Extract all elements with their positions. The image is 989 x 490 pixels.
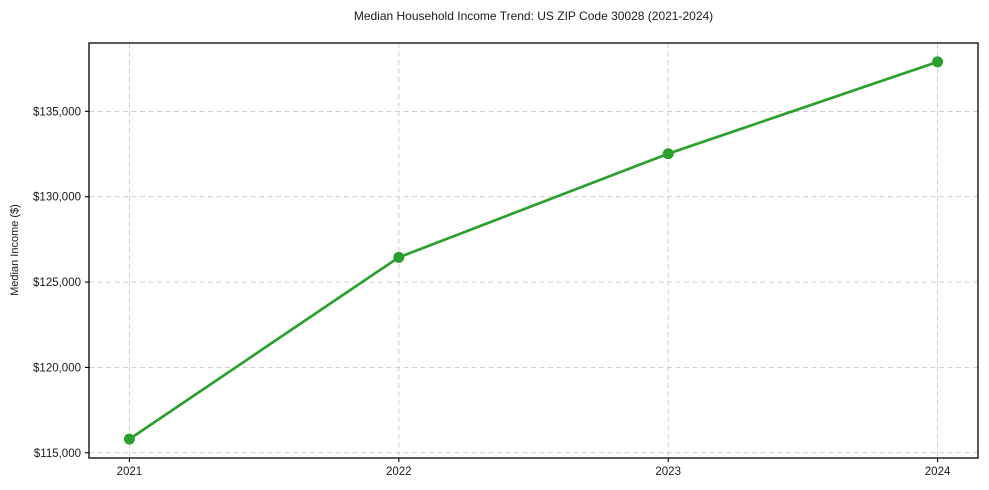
- x-tick-label: 2021: [117, 466, 143, 478]
- y-tick-label: $125,000: [33, 277, 81, 289]
- x-tick-label: 2023: [655, 466, 681, 478]
- y-tick-label: $130,000: [33, 192, 81, 204]
- trend-line: [128, 60, 939, 441]
- data-point-2023: [662, 148, 674, 160]
- data-point-2021: [123, 433, 135, 445]
- data-point-2022: [393, 251, 405, 263]
- y-tick-label: $115,000: [34, 448, 81, 460]
- axes-spines: [88, 42, 979, 459]
- data-point-2024: [932, 56, 944, 68]
- chart-title: Median Household Income Trend: US ZIP Co…: [353, 9, 714, 23]
- x-tick-label: 2024: [925, 466, 951, 478]
- x-tick-label: 2022: [386, 466, 412, 478]
- y-tick-label: $135,000: [33, 106, 81, 118]
- y-tick-label: $120,000: [33, 362, 81, 374]
